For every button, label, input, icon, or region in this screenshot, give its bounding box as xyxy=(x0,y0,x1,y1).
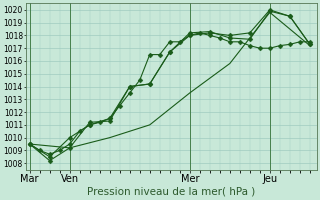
X-axis label: Pression niveau de la mer( hPa ): Pression niveau de la mer( hPa ) xyxy=(87,187,256,197)
